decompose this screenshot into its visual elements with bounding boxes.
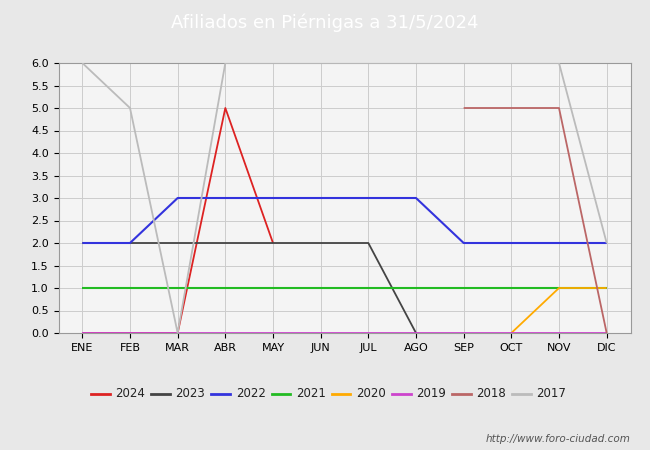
Text: Afiliados en Piérnigas a 31/5/2024: Afiliados en Piérnigas a 31/5/2024 [171,13,479,32]
Text: 2018: 2018 [476,387,506,400]
Text: 2019: 2019 [416,387,446,400]
Text: 2024: 2024 [115,387,145,400]
Text: 2017: 2017 [536,387,566,400]
Text: 2020: 2020 [356,387,385,400]
Text: 2021: 2021 [296,387,326,400]
Text: http://www.foro-ciudad.com: http://www.foro-ciudad.com [486,434,630,444]
Text: 2022: 2022 [236,387,266,400]
Text: 2023: 2023 [176,387,205,400]
